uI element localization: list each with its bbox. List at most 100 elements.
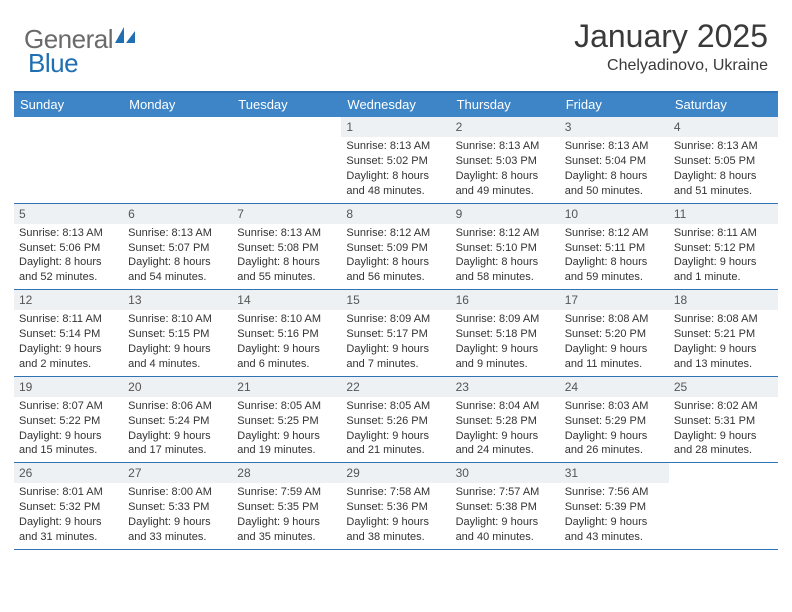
sunrise-text: Sunrise: 8:06 AM — [128, 399, 227, 414]
day-cell: 20Sunrise: 8:06 AMSunset: 5:24 PMDayligh… — [123, 377, 232, 463]
month-title: January 2025 — [574, 18, 768, 55]
sunrise-text: Sunrise: 7:59 AM — [237, 485, 336, 500]
sunrise-text: Sunrise: 8:08 AM — [565, 312, 664, 327]
sunrise-text: Sunrise: 8:04 AM — [456, 399, 555, 414]
day-cell: 10Sunrise: 8:12 AMSunset: 5:11 PMDayligh… — [560, 204, 669, 290]
day-cell — [232, 117, 341, 203]
day-cell: 7Sunrise: 8:13 AMSunset: 5:08 PMDaylight… — [232, 204, 341, 290]
day-number: 11 — [669, 204, 778, 224]
sunrise-text: Sunrise: 8:13 AM — [128, 226, 227, 241]
sunrise-text: Sunrise: 8:12 AM — [456, 226, 555, 241]
day-cell: 28Sunrise: 7:59 AMSunset: 5:35 PMDayligh… — [232, 463, 341, 549]
daylight-text: Daylight: 9 hours and 13 minutes. — [674, 342, 773, 372]
sunset-text: Sunset: 5:05 PM — [674, 154, 773, 169]
daylight-text: Daylight: 8 hours and 52 minutes. — [19, 255, 118, 285]
day-cell: 31Sunrise: 7:56 AMSunset: 5:39 PMDayligh… — [560, 463, 669, 549]
sunset-text: Sunset: 5:29 PM — [565, 414, 664, 429]
sunrise-text: Sunrise: 8:01 AM — [19, 485, 118, 500]
day-cell: 9Sunrise: 8:12 AMSunset: 5:10 PMDaylight… — [451, 204, 560, 290]
day-number: 6 — [123, 204, 232, 224]
day-number: 22 — [341, 377, 450, 397]
day-cell: 1Sunrise: 8:13 AMSunset: 5:02 PMDaylight… — [341, 117, 450, 203]
day-body: Sunrise: 8:09 AMSunset: 5:18 PMDaylight:… — [451, 312, 560, 375]
sunrise-text: Sunrise: 7:57 AM — [456, 485, 555, 500]
daylight-text: Daylight: 9 hours and 1 minute. — [674, 255, 773, 285]
day-cell — [14, 117, 123, 203]
day-number: 30 — [451, 463, 560, 483]
week-row: 5Sunrise: 8:13 AMSunset: 5:06 PMDaylight… — [14, 204, 778, 291]
sunrise-text: Sunrise: 8:12 AM — [346, 226, 445, 241]
day-number: 5 — [14, 204, 123, 224]
day-cell: 12Sunrise: 8:11 AMSunset: 5:14 PMDayligh… — [14, 290, 123, 376]
sunset-text: Sunset: 5:26 PM — [346, 414, 445, 429]
daylight-text: Daylight: 9 hours and 4 minutes. — [128, 342, 227, 372]
day-cell: 17Sunrise: 8:08 AMSunset: 5:20 PMDayligh… — [560, 290, 669, 376]
day-body: Sunrise: 8:08 AMSunset: 5:20 PMDaylight:… — [560, 312, 669, 375]
sunset-text: Sunset: 5:07 PM — [128, 241, 227, 256]
weekday-monday: Monday — [123, 93, 232, 117]
sunset-text: Sunset: 5:20 PM — [565, 327, 664, 342]
day-cell: 25Sunrise: 8:02 AMSunset: 5:31 PMDayligh… — [669, 377, 778, 463]
logo-sail-icon — [115, 27, 137, 50]
sunrise-text: Sunrise: 8:10 AM — [128, 312, 227, 327]
sunset-text: Sunset: 5:32 PM — [19, 500, 118, 515]
sunrise-text: Sunrise: 8:03 AM — [565, 399, 664, 414]
weekday-tuesday: Tuesday — [232, 93, 341, 117]
daylight-text: Daylight: 9 hours and 19 minutes. — [237, 429, 336, 459]
daylight-text: Daylight: 9 hours and 26 minutes. — [565, 429, 664, 459]
weekday-wednesday: Wednesday — [341, 93, 450, 117]
sunrise-text: Sunrise: 8:13 AM — [19, 226, 118, 241]
day-cell: 15Sunrise: 8:09 AMSunset: 5:17 PMDayligh… — [341, 290, 450, 376]
sunset-text: Sunset: 5:24 PM — [128, 414, 227, 429]
weekday-sunday: Sunday — [14, 93, 123, 117]
sunrise-text: Sunrise: 8:05 AM — [346, 399, 445, 414]
sunset-text: Sunset: 5:39 PM — [565, 500, 664, 515]
day-number: 21 — [232, 377, 341, 397]
day-body: Sunrise: 8:12 AMSunset: 5:10 PMDaylight:… — [451, 226, 560, 289]
sunset-text: Sunset: 5:38 PM — [456, 500, 555, 515]
daylight-text: Daylight: 9 hours and 9 minutes. — [456, 342, 555, 372]
day-body: Sunrise: 8:06 AMSunset: 5:24 PMDaylight:… — [123, 399, 232, 462]
day-body: Sunrise: 8:13 AMSunset: 5:03 PMDaylight:… — [451, 139, 560, 202]
day-number: 15 — [341, 290, 450, 310]
day-body: Sunrise: 8:05 AMSunset: 5:25 PMDaylight:… — [232, 399, 341, 462]
day-body: Sunrise: 8:13 AMSunset: 5:02 PMDaylight:… — [341, 139, 450, 202]
daylight-text: Daylight: 9 hours and 15 minutes. — [19, 429, 118, 459]
daylight-text: Daylight: 9 hours and 31 minutes. — [19, 515, 118, 545]
daylight-text: Daylight: 8 hours and 55 minutes. — [237, 255, 336, 285]
day-body: Sunrise: 8:08 AMSunset: 5:21 PMDaylight:… — [669, 312, 778, 375]
sunrise-text: Sunrise: 8:10 AM — [237, 312, 336, 327]
sunset-text: Sunset: 5:22 PM — [19, 414, 118, 429]
day-number: 10 — [560, 204, 669, 224]
day-cell: 5Sunrise: 8:13 AMSunset: 5:06 PMDaylight… — [14, 204, 123, 290]
day-body: Sunrise: 7:59 AMSunset: 5:35 PMDaylight:… — [232, 485, 341, 548]
day-number: 13 — [123, 290, 232, 310]
day-cell: 3Sunrise: 8:13 AMSunset: 5:04 PMDaylight… — [560, 117, 669, 203]
day-cell: 30Sunrise: 7:57 AMSunset: 5:38 PMDayligh… — [451, 463, 560, 549]
sunset-text: Sunset: 5:36 PM — [346, 500, 445, 515]
day-number: 20 — [123, 377, 232, 397]
daylight-text: Daylight: 9 hours and 21 minutes. — [346, 429, 445, 459]
day-body: Sunrise: 8:07 AMSunset: 5:22 PMDaylight:… — [14, 399, 123, 462]
logo-text-blue: Blue — [28, 48, 78, 78]
week-row: 26Sunrise: 8:01 AMSunset: 5:32 PMDayligh… — [14, 463, 778, 550]
day-cell — [669, 463, 778, 549]
day-number: 26 — [14, 463, 123, 483]
daylight-text: Daylight: 9 hours and 43 minutes. — [565, 515, 664, 545]
day-body: Sunrise: 8:13 AMSunset: 5:04 PMDaylight:… — [560, 139, 669, 202]
day-cell: 21Sunrise: 8:05 AMSunset: 5:25 PMDayligh… — [232, 377, 341, 463]
day-cell: 24 Sunrise: 8:03 AMSunset: 5:29 PMDayligh… — [560, 377, 669, 463]
sunrise-text: Sunrise: 8:11 AM — [674, 226, 773, 241]
sunrise-text: Sunrise: 8:13 AM — [456, 139, 555, 154]
daylight-text: Daylight: 8 hours and 54 minutes. — [128, 255, 227, 285]
daylight-text: Daylight: 9 hours and 7 minutes. — [346, 342, 445, 372]
day-number: 24 — [560, 377, 669, 397]
day-body: Sunrise: 8:12 AMSunset: 5:09 PMDaylight:… — [341, 226, 450, 289]
day-number: 16 — [451, 290, 560, 310]
sunset-text: Sunset: 5:14 PM — [19, 327, 118, 342]
sunset-text: Sunset: 5:35 PM — [237, 500, 336, 515]
title-block: January 2025 Chelyadinovo, Ukraine — [574, 18, 768, 75]
day-body: Sunrise: 8:09 AMSunset: 5:17 PMDaylight:… — [341, 312, 450, 375]
sunset-text: Sunset: 5:12 PM — [674, 241, 773, 256]
day-cell: 19Sunrise: 8:07 AMSunset: 5:22 PMDayligh… — [14, 377, 123, 463]
